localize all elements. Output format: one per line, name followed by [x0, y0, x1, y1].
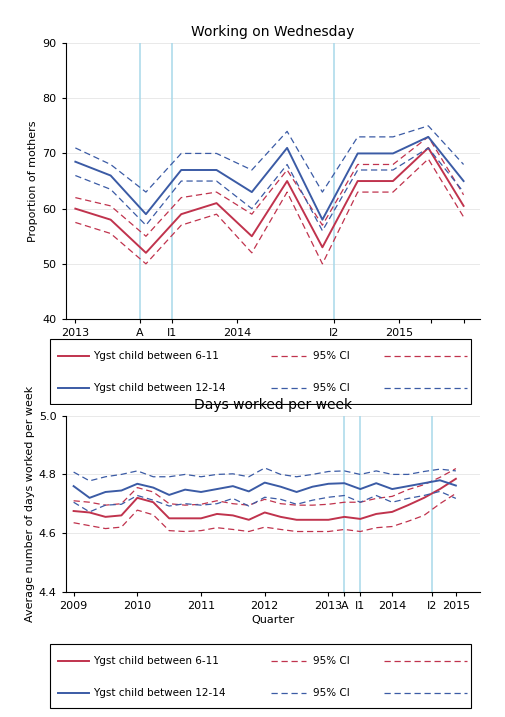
- Text: Ygst child between 12-14: Ygst child between 12-14: [93, 688, 226, 698]
- X-axis label: Quarter: Quarter: [251, 614, 294, 625]
- Y-axis label: Average number of days worked per week: Average number of days worked per week: [25, 386, 34, 622]
- FancyBboxPatch shape: [50, 339, 471, 404]
- Text: Ygst child between 12-14: Ygst child between 12-14: [93, 383, 226, 393]
- Text: 95% CI: 95% CI: [313, 383, 349, 393]
- X-axis label: Quarter: Quarter: [251, 342, 294, 352]
- Text: 95% CI: 95% CI: [313, 656, 349, 666]
- FancyBboxPatch shape: [50, 644, 471, 708]
- Text: Ygst child between 6-11: Ygst child between 6-11: [93, 656, 219, 666]
- Text: 95% CI: 95% CI: [313, 688, 349, 698]
- Text: Ygst child between 6-11: Ygst child between 6-11: [93, 351, 219, 361]
- Y-axis label: Proportion of mothers: Proportion of mothers: [28, 120, 38, 242]
- Text: 95% CI: 95% CI: [313, 351, 349, 361]
- Title: Working on Wednesday: Working on Wednesday: [191, 25, 355, 39]
- Title: Days worked per week: Days worked per week: [193, 398, 352, 412]
